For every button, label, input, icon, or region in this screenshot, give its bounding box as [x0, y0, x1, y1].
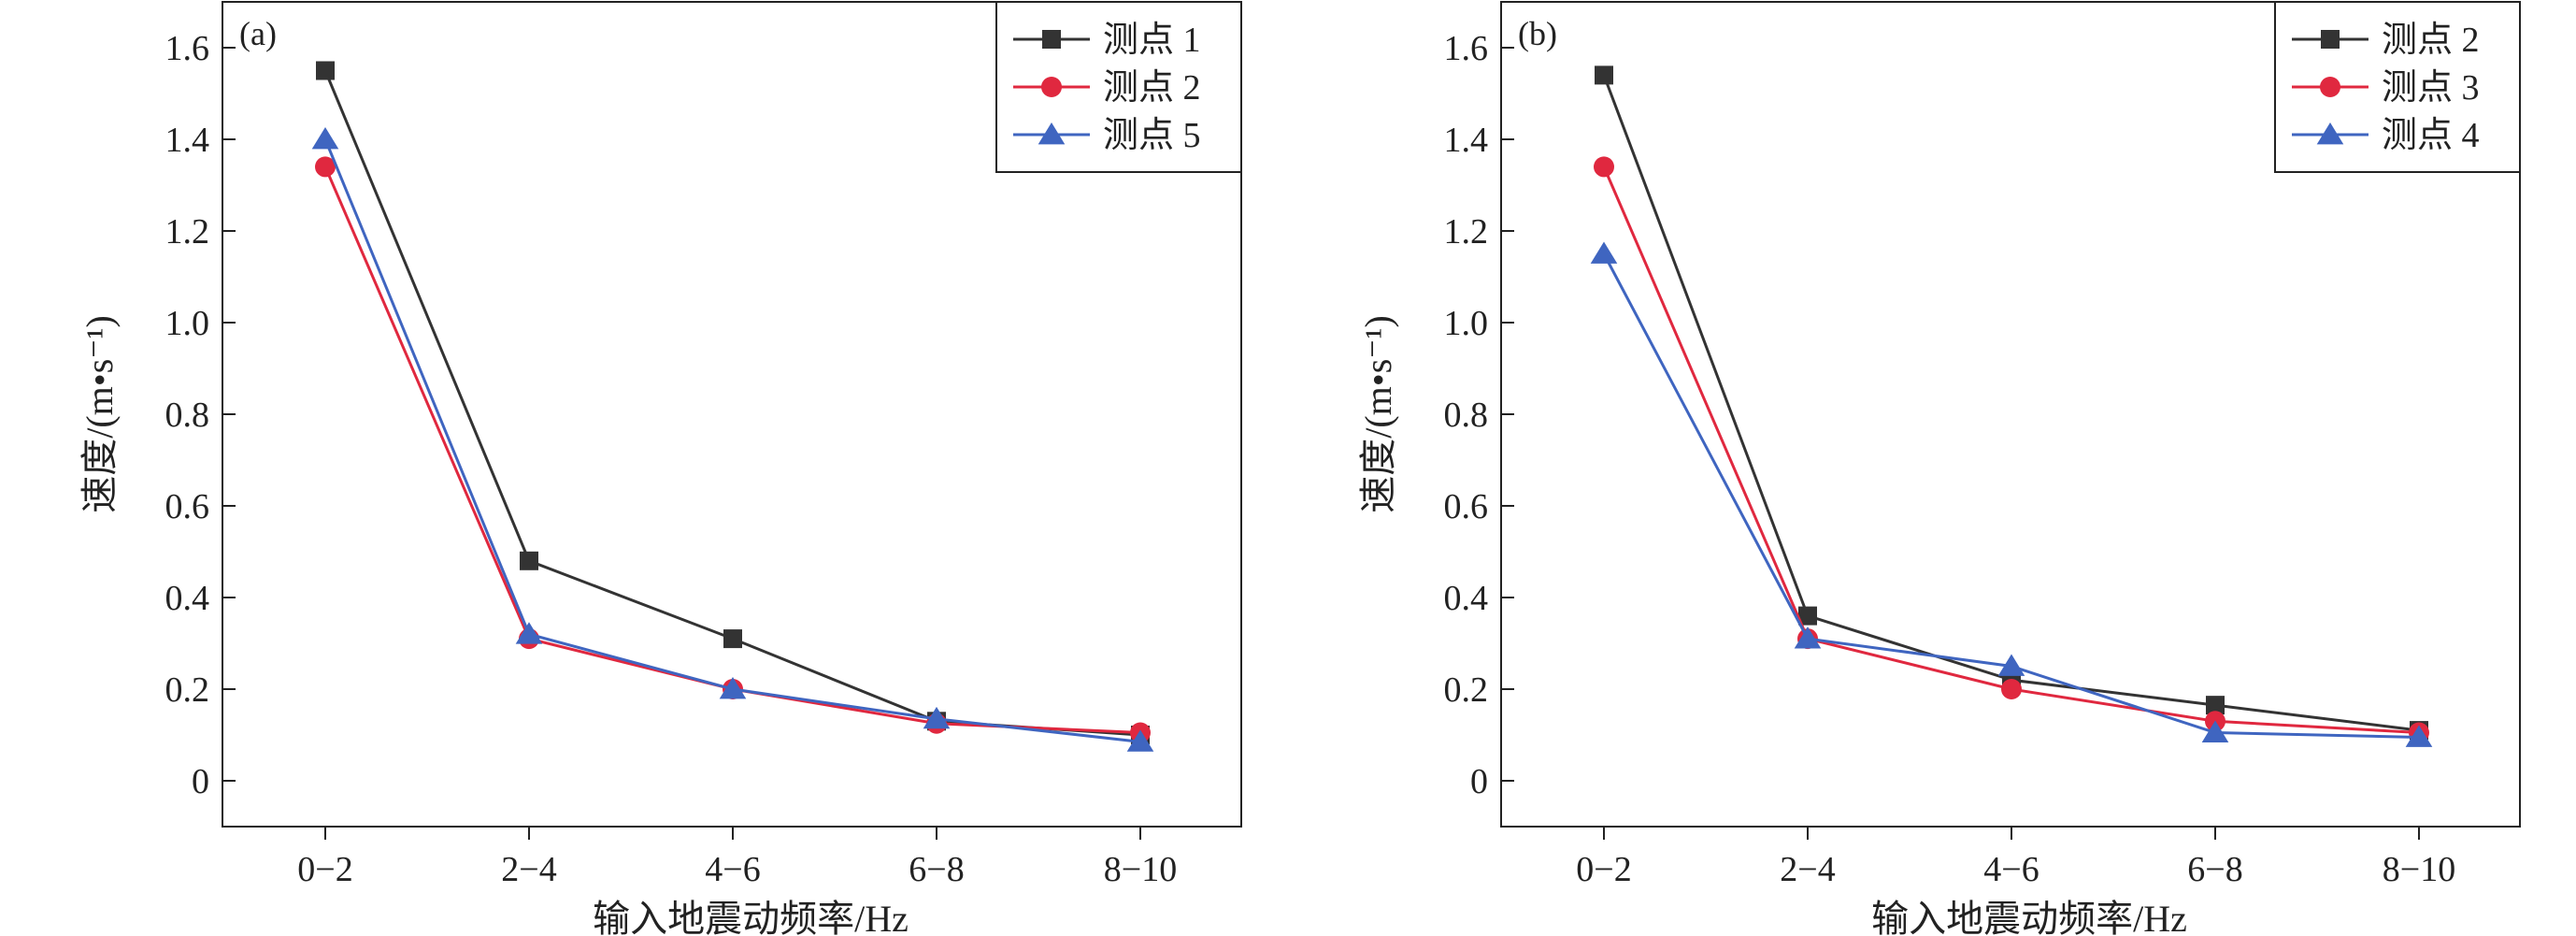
- panel-b-series-3-point: [1997, 654, 2025, 676]
- panel-b-series-1-point: [1595, 65, 1613, 85]
- panel-a-y-tick-label: 1.6: [165, 29, 210, 68]
- panel-b-series-3-point: [2201, 720, 2229, 742]
- panel-b-x-tick-label: 0−2: [1576, 850, 1631, 889]
- panel-a-y-tick-label: 1.4: [165, 121, 210, 160]
- panel-a-chart: 0 0.2 0.4 0.6 0.8 1.0 1.2 1.4 1.6 0−2 2−4 4−6 6−8 8−1…: [79, 1, 1242, 936]
- panel-b-x-tick-label: 6−8: [2187, 850, 2242, 889]
- panel-b-chart: 0 0.2 0.4 0.6 0.8 1.0 1.2 1.4 1.6 0−2 2−4 4−6 6−8 8−1…: [1357, 1, 2521, 936]
- panel-a-series-1-point: [520, 551, 538, 570]
- panel-a-x-tick-label: 2−4: [501, 850, 556, 889]
- panel-a-x-tick-label: 0−2: [297, 850, 352, 889]
- panel-a-x-tick-label: 4−6: [705, 850, 760, 889]
- panel-a-label: (a): [239, 15, 277, 52]
- panel-a-y-tick-label: 1.2: [165, 212, 210, 252]
- panel-b-series-2-point: [1594, 156, 1614, 178]
- panel-b-y-tick-label: 1.4: [1444, 121, 1489, 160]
- panel-a-series-3-point: [1126, 729, 1154, 752]
- panel-b-y-tick-label: 1.6: [1444, 29, 1489, 68]
- panel-a-series-1-point: [316, 61, 335, 80]
- panel-b-x-tick-label: 2−4: [1780, 850, 1835, 889]
- panel-a-legend-marker: [1038, 122, 1066, 145]
- panel-b-label: (b): [1518, 15, 1557, 52]
- panel-b-legend-label: 测点 4: [2382, 116, 2480, 155]
- panel-b-legend-marker: [2321, 30, 2340, 49]
- panel-b-legend-label: 测点 3: [2382, 68, 2480, 108]
- panel-a-x-axis-title: 输入地震动频率/Hz: [593, 898, 909, 936]
- panel-a-legend-label: 测点 2: [1103, 68, 1201, 108]
- panel-a-y-tick-label: 0: [192, 762, 209, 801]
- panel-a-series-3-point: [515, 622, 543, 644]
- panel-a-y-tick-label: 1.0: [165, 304, 210, 343]
- panel-a-series-3-point: [311, 127, 339, 150]
- panel-a-legend-label: 测点 5: [1103, 116, 1201, 155]
- panel-a-x-tick-label: 8−10: [1104, 850, 1177, 889]
- panel-b-series-2-point: [2001, 679, 2022, 699]
- panel-b-legend-label: 测点 2: [2382, 21, 2480, 60]
- panel-a-legend: 测点 1 测点 2 测点 5: [995, 1, 1242, 173]
- panel-b-y-tick-label: 0.8: [1444, 396, 1489, 435]
- panel-b-y-tick-label: 0.2: [1444, 670, 1489, 710]
- panel-b-legend-marker: [2316, 122, 2344, 145]
- panel-b-y-tick-label: 0: [1470, 762, 1488, 801]
- panel-b-y-tick-label: 1.0: [1444, 304, 1489, 343]
- panel-b-x-tick-label: 8−10: [2383, 850, 2455, 889]
- panel-a-y-axis-title: 速度/(m•s⁻¹): [79, 315, 121, 513]
- panel-b-x-tick-label: 4−6: [1983, 850, 2039, 889]
- panel-b-y-tick-label: 1.2: [1444, 212, 1489, 252]
- panel-b-series-1-point: [2206, 696, 2225, 715]
- panel-a-x-tick-label: 6−8: [909, 850, 964, 889]
- panel-b-series-2-line: [1602, 166, 2420, 735]
- panel-a-y-tick-label: 0.2: [165, 670, 210, 710]
- panel-b-series-3-point: [1590, 241, 1618, 264]
- panel-a-series-3-point: [923, 706, 951, 729]
- panel-a-series-2-point: [315, 156, 336, 178]
- panel-a-legend-marker: [1042, 30, 1061, 49]
- panel-b-legend-marker: [2320, 77, 2340, 97]
- panel-b-y-axis-title: 速度/(m•s⁻¹): [1357, 315, 1399, 513]
- panel-b-legend: 测点 2 测点 3 测点 4: [2274, 1, 2521, 173]
- panel-a-series-3-point: [719, 677, 747, 699]
- panel-b-series-1-line: [1602, 74, 2420, 732]
- panel-a-series-1-point: [723, 629, 742, 649]
- panel-a-y-tick-label: 0.8: [165, 396, 210, 435]
- panel-a-y-tick-label: 0.6: [165, 487, 210, 526]
- panel-b-series-3-point: [2405, 725, 2433, 747]
- panel-b-y-tick-label: 0.4: [1444, 579, 1489, 618]
- panel-b-y-tick-label: 0.6: [1444, 487, 1489, 526]
- panel-a-legend-label: 测点 1: [1103, 21, 1201, 60]
- panel-b-x-axis-title: 输入地震动频率/Hz: [1871, 898, 2187, 936]
- panel-b-series-3-point: [1794, 626, 1822, 649]
- panel-a-series-3-line: [323, 138, 1141, 743]
- panel-a-legend-marker: [1041, 77, 1062, 97]
- panel-b-series-1-point: [1798, 606, 1817, 626]
- panel-a-y-tick-label: 0.4: [165, 579, 210, 618]
